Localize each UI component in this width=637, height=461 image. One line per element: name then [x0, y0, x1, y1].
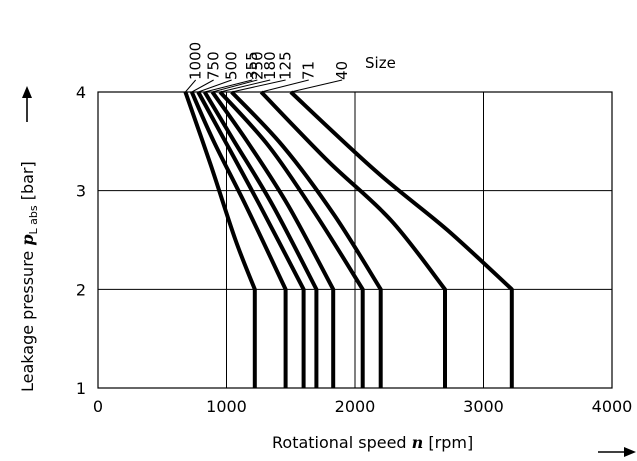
- grid: [97, 91, 613, 389]
- size-label-40: 40: [333, 61, 351, 80]
- leader-line-750: [191, 79, 214, 93]
- x-tick-label-4: 4000: [592, 397, 633, 416]
- y-tick-label-0: 1: [76, 379, 86, 398]
- size-label-355: 355: [243, 51, 261, 80]
- series-line-355: [202, 90, 319, 388]
- x-axis-title: Rotational speed n [rpm]: [272, 433, 473, 452]
- series-line-750: [189, 91, 288, 388]
- y-tick-label-3: 4: [76, 83, 86, 102]
- series-line-180: [218, 90, 365, 388]
- y-tick-label-2: 3: [76, 182, 86, 201]
- y-axis-arrow: [22, 86, 32, 122]
- size-label-1000: 1000: [187, 42, 205, 80]
- size-label-leaders: [185, 79, 343, 93]
- x-tick-label-2: 2000: [335, 397, 376, 416]
- plot-frame: [97, 91, 613, 389]
- size-label-750: 750: [205, 51, 223, 80]
- x-tick-label-0: 0: [93, 397, 103, 416]
- x-tick-labels: 0 1000 2000 3000 4000: [93, 397, 632, 416]
- leader-line-40: [290, 79, 343, 93]
- y-tick-label-1: 2: [76, 280, 86, 299]
- y-axis-title: Leakage pressure pL abs [bar]: [18, 161, 40, 392]
- x-tick-label-3: 3000: [463, 397, 504, 416]
- leader-line-500: [198, 79, 232, 93]
- series-line-125: [230, 90, 383, 388]
- size-label-180: 180: [261, 51, 279, 80]
- y-tick-labels: 1 2 3 4: [76, 83, 86, 398]
- leader-line-125: [231, 79, 286, 93]
- series-line-500: [196, 91, 306, 388]
- series-line-71: [259, 90, 447, 388]
- leader-line-180: [219, 79, 271, 93]
- size-label-500: 500: [223, 51, 241, 80]
- series-line-40: [289, 90, 514, 388]
- leader-line-71: [261, 79, 309, 93]
- series-line-1000: [183, 91, 257, 388]
- x-axis-arrow: [598, 447, 636, 457]
- size-label-125: 125: [277, 51, 295, 80]
- series-line-250: [210, 90, 336, 388]
- legend-title: Size: [365, 54, 396, 72]
- size-label-250: 250: [248, 51, 266, 80]
- leader-line-355: [204, 79, 253, 93]
- size-label-71: 71: [300, 61, 318, 80]
- leader-line-250: [212, 79, 258, 93]
- curves: [183, 90, 514, 388]
- x-tick-label-1: 1000: [206, 397, 247, 416]
- leader-line-1000: [185, 79, 197, 93]
